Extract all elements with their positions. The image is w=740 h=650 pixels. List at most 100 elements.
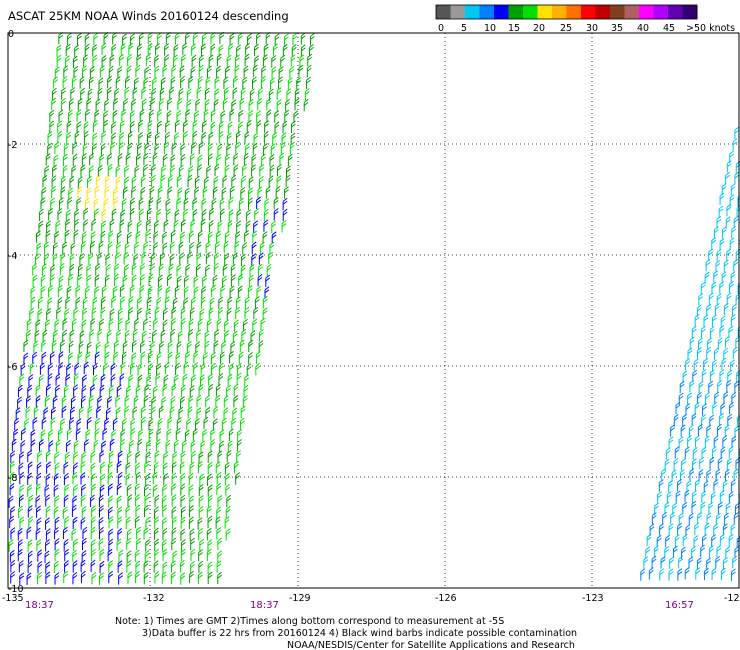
wind-barb: [194, 186, 200, 199]
wind-barb: [10, 571, 16, 584]
wind-barb: [71, 165, 77, 178]
wind-barb: [98, 516, 104, 530]
wind-barb: [151, 87, 157, 101]
wind-barb: [188, 395, 194, 408]
lat-tick-label: 0: [8, 29, 14, 40]
wind-barb: [180, 472, 186, 486]
wind-barb: [307, 53, 313, 67]
wind-barb: [171, 472, 177, 485]
wind-barb: [40, 274, 46, 288]
wind-barb: [90, 559, 96, 573]
wind-barb: [135, 462, 140, 475]
wind-barb: [8, 495, 14, 508]
wind-barb: [165, 131, 170, 145]
wind-barb: [107, 461, 113, 474]
wind-barb: [203, 352, 208, 365]
wind-barb: [83, 207, 89, 221]
wind-barb: [130, 110, 135, 123]
wind-barb: [36, 505, 41, 518]
wind-barb: [245, 143, 250, 156]
wind-barb: [229, 363, 235, 376]
wind-barb: [185, 351, 191, 364]
wind-barb: [32, 351, 38, 365]
wind-barb: [146, 218, 151, 232]
wind-barb: [682, 370, 688, 383]
wind-barb: [69, 263, 75, 277]
wind-barb: [53, 506, 59, 519]
wind-barb: [52, 329, 58, 343]
wind-barb: [181, 538, 186, 552]
colorbar-label: 15: [508, 23, 520, 34]
colorbar-label: 10: [484, 23, 496, 34]
wind-barb: [190, 537, 195, 551]
wind-barb: [235, 130, 241, 144]
wind-barb: [177, 187, 183, 200]
wind-barb: [150, 97, 156, 111]
wind-barb: [71, 504, 77, 518]
wind-barb: [74, 130, 80, 144]
wind-barb: [705, 392, 710, 405]
wind-barb: [154, 538, 159, 552]
wind-barb: [160, 77, 166, 90]
wind-barb: [232, 87, 238, 100]
wind-barb: [65, 451, 70, 464]
wind-barb: [229, 32, 235, 46]
wind-barb: [240, 87, 246, 100]
wind-barb: [227, 373, 233, 387]
wind-barb: [45, 528, 51, 541]
wind-barb: [36, 472, 42, 486]
colorbar-label: 0: [438, 23, 444, 34]
wind-barb: [273, 197, 279, 210]
wind-barb: [281, 132, 287, 145]
wind-barb: [174, 32, 180, 45]
wind-barb: [70, 406, 75, 419]
wind-barb: [211, 284, 216, 298]
wind-barb: [183, 208, 189, 222]
wind-barb: [180, 154, 186, 167]
wind-barb: [198, 483, 204, 497]
wind-barb: [223, 407, 229, 420]
wind-barb: [49, 274, 55, 287]
wind-barb: [229, 108, 235, 122]
wind-barb: [125, 473, 131, 486]
wind-barb: [208, 54, 214, 68]
wind-barb: [180, 396, 185, 409]
wind-barb: [664, 501, 670, 515]
wind-barb: [210, 32, 216, 45]
wind-barb: [227, 220, 233, 233]
wind-barb: [226, 384, 231, 398]
wind-barb: [35, 384, 41, 397]
wind-barb: [220, 110, 226, 123]
wind-barb: [679, 380, 685, 394]
wind-barb: [141, 405, 146, 419]
wind-barb: [80, 517, 86, 530]
wind-barb: [48, 429, 54, 442]
wind-barb: [221, 275, 227, 288]
wind-barb: [10, 450, 16, 463]
wind-barb: [50, 351, 55, 364]
wind-barb: [233, 75, 238, 89]
wind-barb: [99, 318, 105, 332]
wind-barb: [306, 76, 311, 90]
wind-barb: [221, 417, 227, 431]
wind-barb: [58, 362, 64, 375]
wind-barb: [107, 396, 112, 409]
wind-barb: [47, 373, 53, 386]
wind-barb: [254, 296, 260, 309]
wind-barb: [712, 401, 718, 415]
wind-barb: [37, 571, 42, 585]
wind-barb: [69, 329, 75, 342]
wind-barb: [198, 495, 204, 508]
wind-barb: [41, 187, 47, 200]
wind-barb: [154, 307, 160, 320]
wind-barb: [729, 280, 734, 294]
wind-barb: [153, 241, 159, 255]
wind-barb: [73, 307, 79, 320]
wind-barb: [64, 483, 70, 497]
wind-barb: [157, 108, 163, 122]
wind-barb: [135, 504, 141, 518]
wind-barb: [674, 446, 680, 459]
wind-barb: [82, 374, 87, 387]
wind-barb: [147, 363, 153, 376]
wind-barb: [156, 197, 162, 210]
